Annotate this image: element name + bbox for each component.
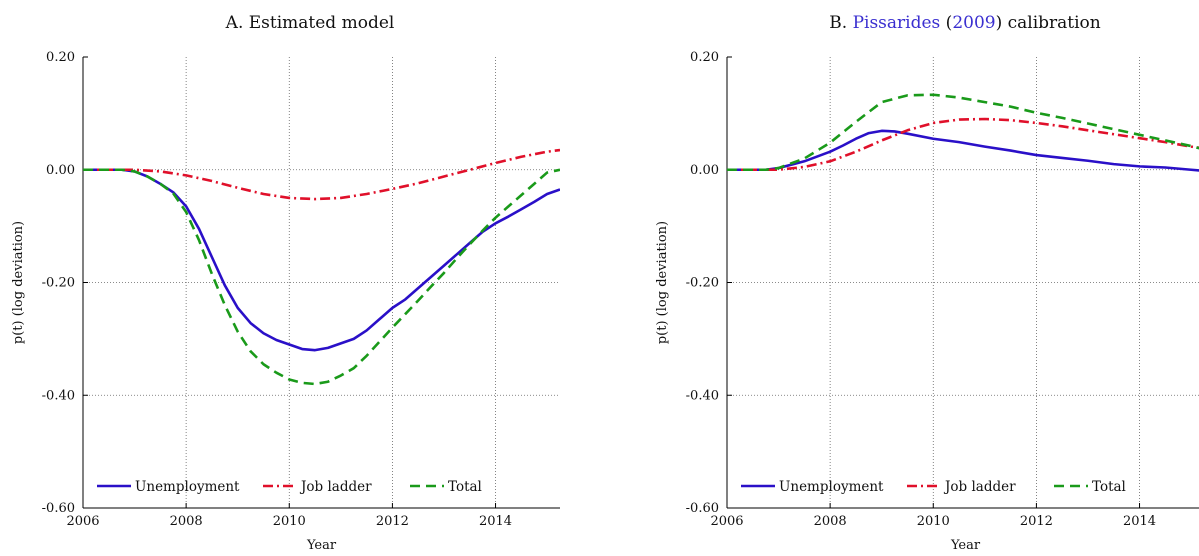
series-line-total xyxy=(83,168,560,386)
y-tick-label: -0.40 xyxy=(686,388,719,403)
y-tick-label: -0.20 xyxy=(42,276,75,291)
x-tick-label: 2006 xyxy=(710,514,743,529)
title-part: ) calibration xyxy=(996,13,1101,33)
legend: Unemployment Job ladder Total xyxy=(97,479,482,495)
series-lines xyxy=(83,148,560,386)
grid xyxy=(83,57,560,508)
x-tick-label: 2012 xyxy=(376,514,409,529)
x-tick-label: 2010 xyxy=(273,514,306,529)
x-axis-label: Year xyxy=(306,538,337,553)
y-axis-label: p(t) (log deviation) xyxy=(11,221,26,344)
legend-label: Total xyxy=(448,479,482,495)
x-tick-label: 2006 xyxy=(66,514,99,529)
y-tick-label: -0.60 xyxy=(686,501,719,516)
legend: Unemployment Job ladder Total xyxy=(741,479,1126,495)
y-tick-label: 0.00 xyxy=(690,163,719,178)
panel-a: A. Estimated model 2006 2008 2010 2012 2014 -0… xyxy=(11,13,560,553)
series-line-total xyxy=(727,93,1199,172)
series-line-unemployment xyxy=(727,129,1199,172)
legend-label: Total xyxy=(1092,479,1126,495)
y-tick-label: -0.60 xyxy=(42,501,75,516)
title-part: ( xyxy=(940,13,952,33)
y-tick-label: -0.40 xyxy=(42,388,75,403)
title-part: B. xyxy=(829,13,852,33)
x-tick-label: 2008 xyxy=(814,514,847,529)
legend-label: Unemployment xyxy=(135,479,240,495)
citation-link: Pissarides xyxy=(853,13,941,33)
x-tick-label: 2014 xyxy=(479,514,512,529)
y-tick-label: 0.20 xyxy=(690,50,719,65)
x-tick-label: 2014 xyxy=(1123,514,1156,529)
citation-link: 2009 xyxy=(952,13,995,33)
series-line-job-ladder xyxy=(727,117,1199,172)
y-tick-label: 0.20 xyxy=(46,50,75,65)
legend-label: Job ladder xyxy=(299,479,372,495)
grid xyxy=(727,57,1199,508)
x-axis-label: Year xyxy=(950,538,981,553)
panel-title: A. Estimated model xyxy=(225,13,395,33)
legend-label: Unemployment xyxy=(779,479,884,495)
x-tick-label: 2010 xyxy=(917,514,950,529)
series-lines xyxy=(727,93,1199,172)
x-tick-label: 2012 xyxy=(1020,514,1053,529)
legend-label: Job ladder xyxy=(943,479,1016,495)
series-line-job-ladder xyxy=(83,148,560,201)
series-line-unemployment xyxy=(83,168,560,352)
y-axis-label: p(t) (log deviation) xyxy=(655,221,670,344)
y-tick-label: -0.20 xyxy=(686,276,719,291)
x-tick-label: 2008 xyxy=(170,514,203,529)
y-tick-label: 0.00 xyxy=(46,163,75,178)
panel-title: B. Pissarides (2009) calibration xyxy=(829,13,1101,33)
panel-b: B. Pissarides (2009) calibration 2006 2008… xyxy=(655,13,1199,553)
